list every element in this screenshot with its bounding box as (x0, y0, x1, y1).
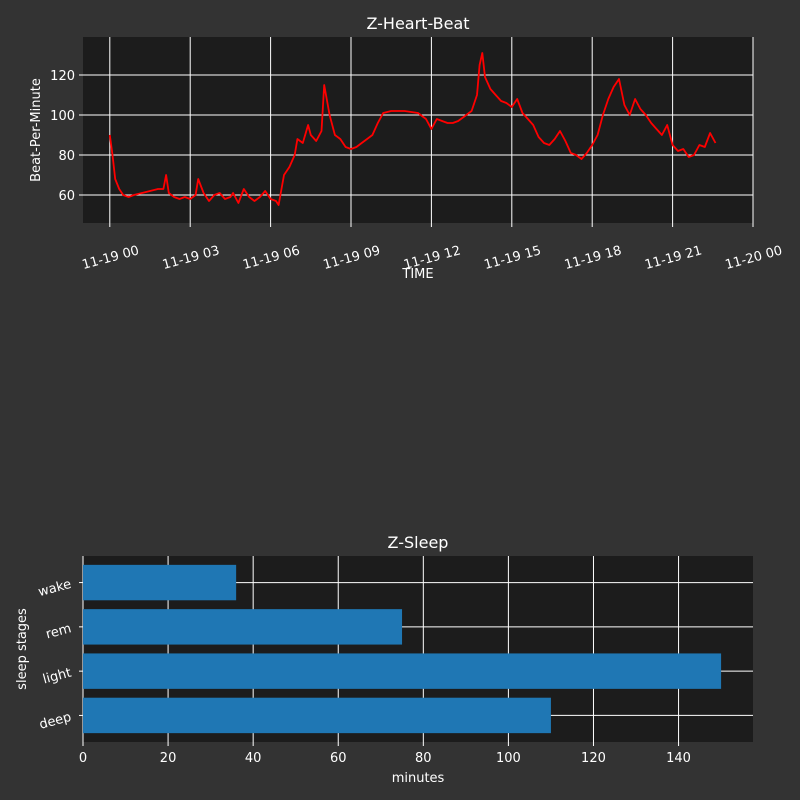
heart-beat-y-tick-label: 60 (58, 189, 75, 204)
sleep-x-axis-label: minutes (392, 771, 445, 786)
heart-beat-y-tick-label: 100 (50, 109, 75, 124)
sleep-x-tick-label: 140 (666, 751, 691, 766)
heart-beat-title: Z-Heart-Beat (366, 14, 469, 33)
sleep-bar-light (83, 653, 722, 689)
sleep-bars (83, 564, 722, 734)
heart-beat-y-axis-label: Beat-Per-Minute (29, 78, 44, 182)
heart-beat-line (108, 52, 717, 206)
heart-beat-y-tick-label: 80 (58, 149, 75, 164)
sleep-x-tick-label: 40 (245, 751, 262, 766)
heart-beat-grid (83, 37, 754, 223)
sleep-title: Z-Sleep (388, 533, 449, 552)
sleep-bar-wake (83, 564, 237, 601)
sleep-x-tick-label: 100 (496, 751, 521, 766)
sleep-x-tick-label: 60 (330, 751, 347, 766)
sleep-x-ticks: 0 20 40 60 80 100 120 140 (79, 742, 691, 766)
sleep-x-tick-label: 80 (415, 751, 432, 766)
sleep-bar-deep (83, 697, 551, 734)
heart-beat-plot-area (83, 37, 753, 223)
heart-beat-x-axis-label: TIME (401, 267, 433, 282)
heart-beat-y-ticks: 60 80 100 120 (50, 69, 83, 204)
sleep-bar-rem (83, 609, 403, 645)
sleep-y-axis-label: sleep stages (15, 608, 30, 690)
sleep-x-tick-label: 0 (79, 751, 87, 766)
sleep-x-tick-label: 120 (581, 751, 606, 766)
sleep-y-tick-label: light (41, 666, 73, 688)
sleep-y-tick-label: rem (44, 621, 73, 642)
sleep-x-tick-label: 20 (160, 751, 177, 766)
heart-beat-y-tick-label: 120 (50, 69, 75, 84)
